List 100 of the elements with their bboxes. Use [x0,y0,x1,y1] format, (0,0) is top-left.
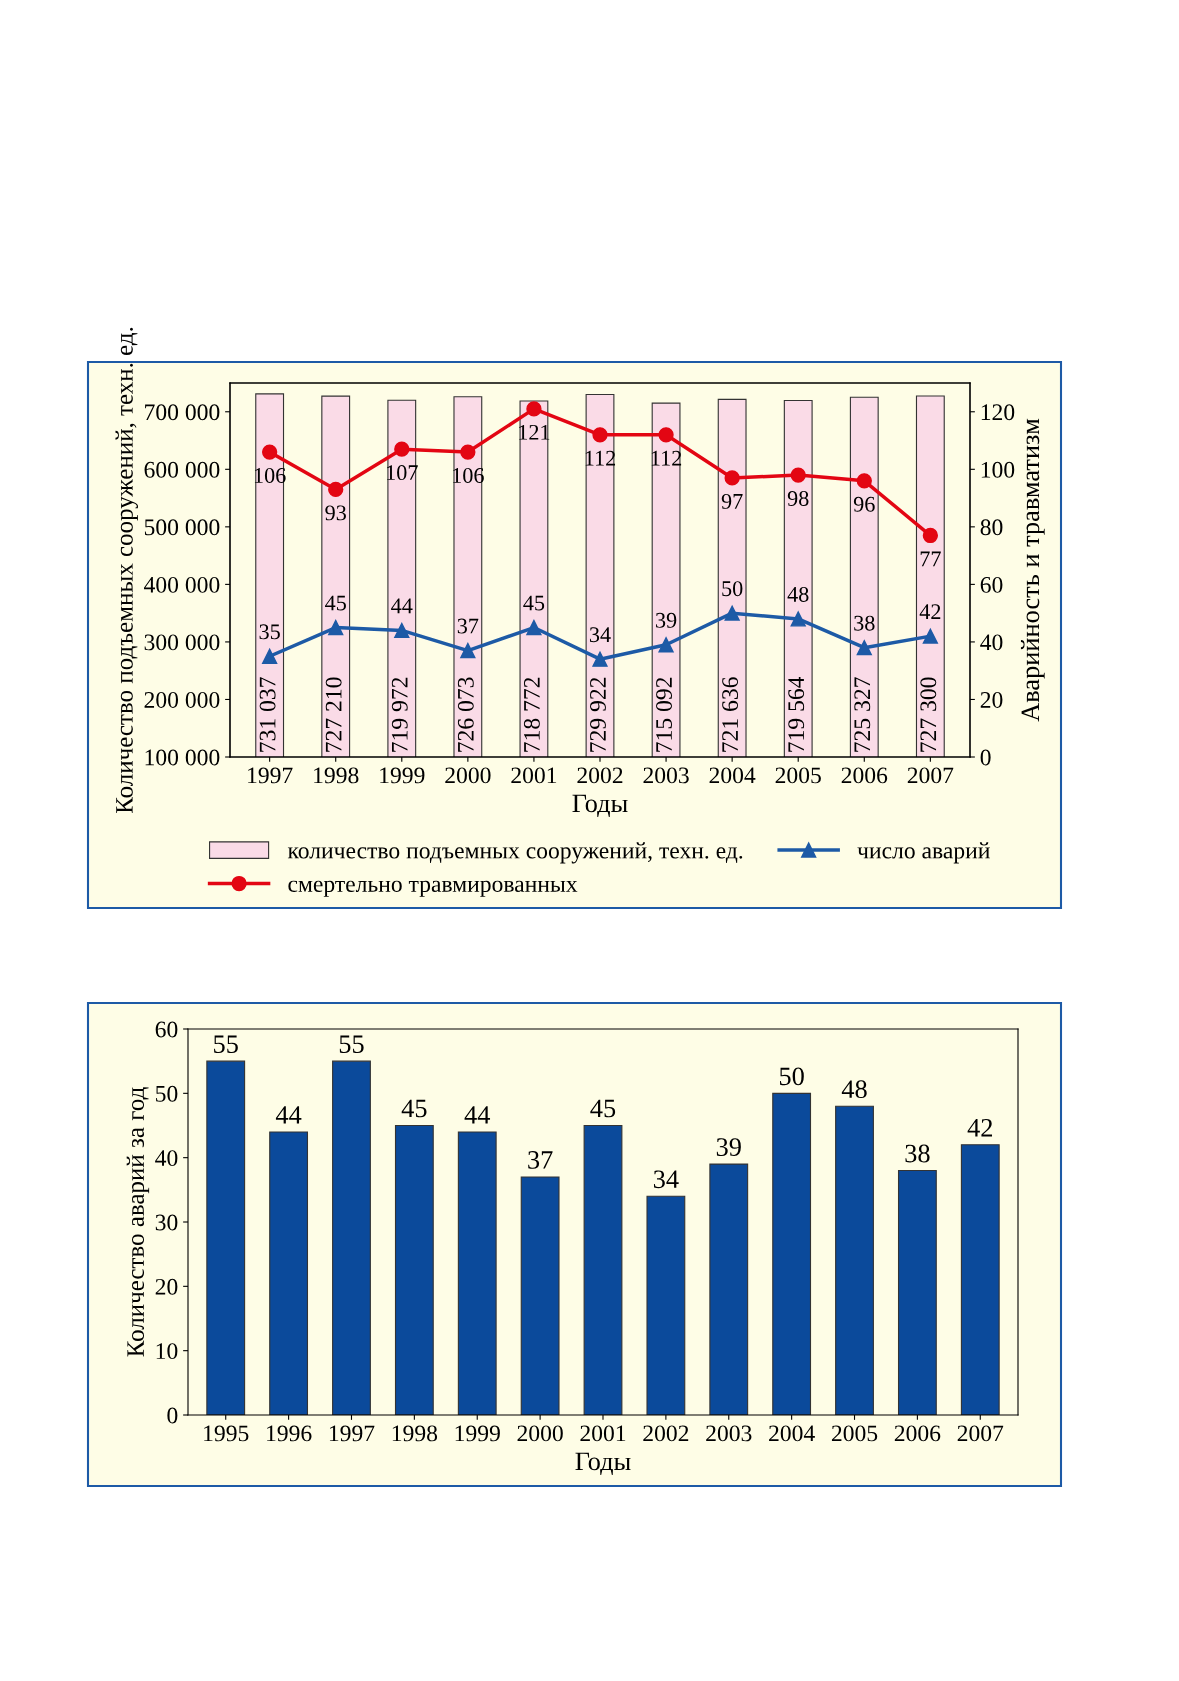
point [394,622,410,639]
x-tick-label: 2002 [643,1425,689,1442]
x-tick-label: 1996 [267,1425,312,1442]
data-label: 45 [523,595,545,611]
data-label: 98 [787,490,809,506]
data-label: 42 [967,1118,993,1137]
data-label: 93 [325,505,346,521]
point [790,467,806,483]
bar [646,1195,686,1415]
y2-tick-label: 60 [980,576,1003,593]
x-tick-label: 2005 [775,767,821,784]
data-label: 727 300 [920,677,937,752]
bar [332,1060,371,1415]
data-label: 42 [919,604,941,619]
y-axis-title: Количество подъемных сооружений, техн. ед. [115,327,138,814]
x-tick-label: 2007 [907,767,954,784]
data-label: 726 073 [457,677,474,752]
point [790,611,806,627]
data-label: 44 [391,598,413,614]
y2-tick-label: 40 [980,634,1003,651]
data-label: 731 037 [259,677,276,752]
point [592,427,608,443]
point [262,648,278,664]
data-label: 34 [653,1170,679,1189]
bar [457,1131,497,1415]
x-tick-label: 1995 [204,1425,249,1442]
legend-label: количество подъемных сооружений, техн. ед. [287,842,743,864]
data-label: 55 [214,1035,238,1054]
y-tick-label: 20 [155,1278,178,1295]
data-label: 727 210 [325,677,342,752]
point [658,637,674,653]
x-tick-label: 1999 [455,1425,500,1442]
data-label: 77 [920,551,941,567]
y2-tick-label: 120 [981,404,1015,421]
data-label: 725 327 [854,677,871,752]
y-tick-label: 400 000 [144,576,220,593]
x-tick-label: 2007 [957,1425,1004,1442]
x-tick-label: 2003 [643,767,689,784]
data-label: 112 [585,450,616,466]
y-tick-label: 60 [155,1021,178,1038]
y2-tick-label: 100 [981,461,1015,478]
bar [835,1105,874,1415]
y2-tick-label: 0 [980,749,991,766]
data-label: 35 [259,624,280,640]
x-tick-label: 1998 [392,1425,438,1442]
y-tick-label: 40 [155,1150,178,1167]
data-label: 38 [905,1144,930,1163]
point [856,640,872,656]
y-tick-label: 10 [156,1343,178,1360]
data-label: 45 [401,1099,427,1118]
data-label: 48 [841,1080,867,1099]
y-tick-label: 30 [155,1214,178,1231]
data-label: 719 972 [391,677,408,752]
y-tick-label: 50 [156,1085,178,1102]
y-tick-label: 200 000 [144,691,220,708]
y2-tick-label: 20 [980,691,1003,708]
data-label: 50 [722,581,743,597]
point [526,401,542,417]
point [328,619,344,636]
x-tick-label: 2001 [511,767,557,784]
bar [897,1169,937,1415]
data-label: 721 636 [722,677,739,752]
x-tick-label: 2006 [841,767,888,784]
x-tick-label: 2004 [709,767,756,784]
data-label: 39 [716,1138,741,1156]
legend-label: число аварий [857,842,990,864]
point [592,651,608,667]
y-axis-title: Количество аварий за год [126,1087,150,1357]
point [394,441,410,457]
data-label: 729 922 [590,677,606,752]
bar [583,1124,623,1415]
bar [206,1060,246,1415]
y2-tick-label: 80 [980,519,1003,536]
x-tick-label: 2003 [706,1425,752,1442]
y-tick-label: 100 000 [145,749,220,766]
y-tick-label: 500 000 [144,519,220,536]
x-tick-label: 1997 [248,767,293,784]
point [460,444,476,460]
point [724,605,740,621]
bar [709,1163,749,1415]
data-label: 97 [721,493,743,509]
legend-label: смертельно травмированных [288,880,578,897]
bar [960,1144,1000,1415]
bar [394,1124,434,1415]
data-label: 50 [779,1067,804,1086]
data-label: 96 [853,496,875,512]
y-tick-label: 300 000 [144,634,220,651]
x-tick-label: 2005 [831,1425,878,1442]
data-label: 34 [589,627,611,643]
data-label: 38 [854,615,875,631]
data-label: 44 [464,1106,491,1124]
point [856,473,872,489]
data-label: 48 [787,586,809,602]
data-label: 37 [457,618,479,634]
y-tick-label: 700 000 [145,404,220,421]
x-tick-label: 1997 [329,1425,375,1442]
data-label: 718 772 [523,677,540,752]
point [328,481,344,498]
x-tick-label: 1999 [380,767,425,784]
data-label: 44 [275,1106,302,1124]
